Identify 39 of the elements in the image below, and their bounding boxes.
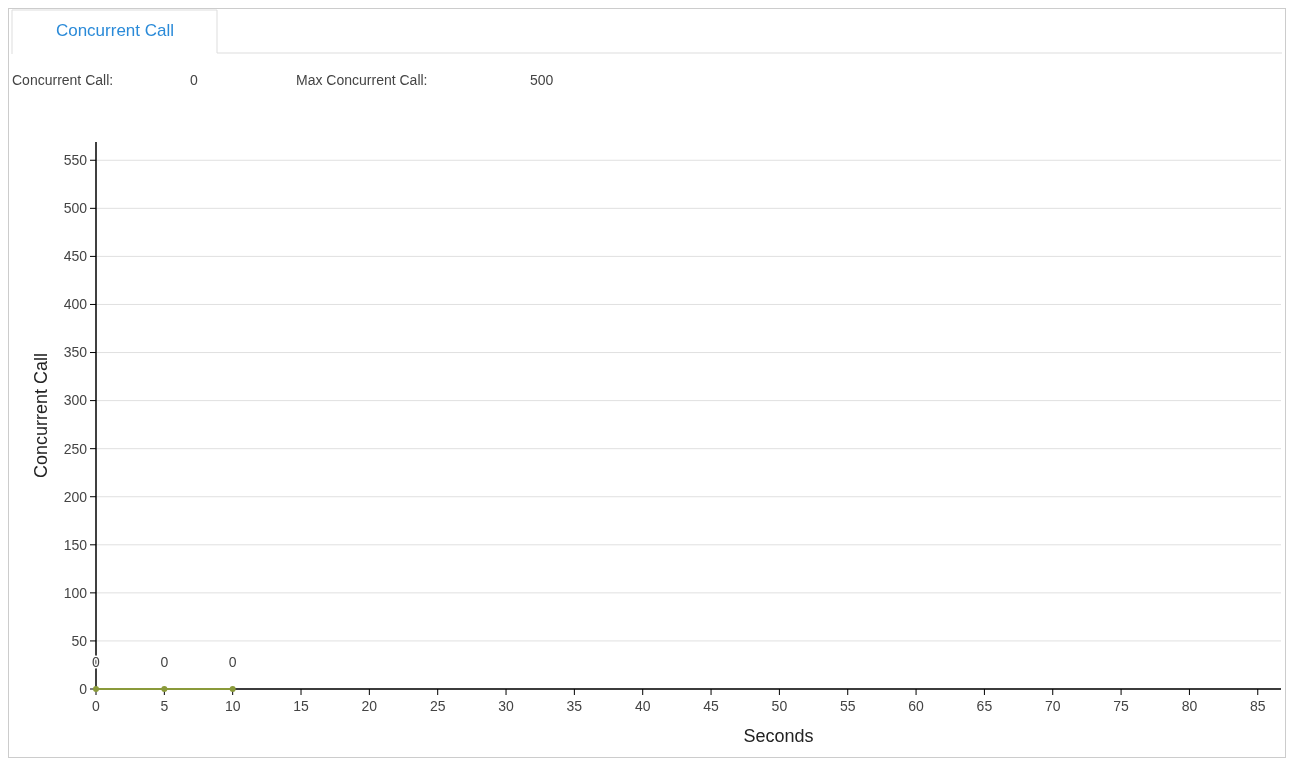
- y-tick-label: 250: [63, 440, 88, 457]
- x-tick-label: 70: [1044, 698, 1061, 714]
- x-tick-label: 45: [703, 698, 720, 714]
- x-axis-title: Seconds: [743, 726, 814, 746]
- y-tick-label: 150: [63, 536, 88, 553]
- y-tick-label: 400: [63, 296, 88, 313]
- x-tick-label: 80: [1181, 698, 1198, 714]
- y-tick-label: 300: [63, 392, 88, 409]
- x-tick-label: 25: [429, 698, 446, 714]
- y-tick-label: 200: [63, 488, 88, 505]
- data-label: 0: [160, 654, 169, 670]
- x-tick-label: 15: [293, 698, 310, 714]
- x-tick-label: 55: [839, 698, 856, 714]
- y-tick-label: 450: [63, 248, 88, 265]
- x-tick-label: 85: [1249, 698, 1266, 714]
- y-tick-label: 550: [63, 152, 88, 169]
- y-tick-label: 50: [71, 632, 88, 649]
- x-tick-label: 75: [1113, 698, 1130, 714]
- x-tick-label: 0: [92, 698, 101, 714]
- x-tick-label: 20: [361, 698, 378, 714]
- x-tick-label: 5: [160, 698, 169, 714]
- y-axis-title: Concurrent Call: [31, 352, 51, 479]
- x-tick-label: 50: [771, 698, 788, 714]
- x-tick-label: 40: [634, 698, 651, 714]
- x-tick-label: 35: [566, 698, 583, 714]
- text: 0: [190, 72, 198, 88]
- x-tick-label: 30: [498, 698, 515, 714]
- x-tick-label: 10: [224, 698, 241, 714]
- x-tick-label: 65: [976, 698, 993, 714]
- text: 500: [530, 72, 554, 88]
- y-tick-label: 500: [63, 200, 88, 217]
- y-tick-label: 0: [79, 680, 88, 697]
- y-tick-label: 350: [63, 344, 88, 361]
- y-tick-label: 100: [63, 584, 88, 601]
- text: Max Concurrent Call:: [296, 72, 428, 88]
- chart-title: Concurrent Call: [55, 21, 175, 40]
- data-label: 0: [228, 654, 237, 670]
- text: Concurrent Call:: [12, 72, 114, 88]
- x-tick-label: 60: [908, 698, 925, 714]
